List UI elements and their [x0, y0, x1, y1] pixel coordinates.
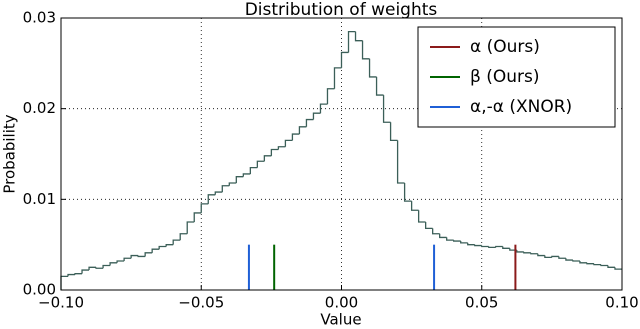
x-axis-label: Value	[320, 311, 361, 329]
histogram-step	[235, 176, 244, 184]
histogram-step	[242, 173, 251, 177]
histogram-step	[102, 264, 111, 269]
histogram-step	[144, 252, 153, 257]
histogram-step	[137, 255, 146, 258]
histogram-step	[207, 194, 216, 204]
histogram-step	[488, 246, 496, 249]
histogram-step	[537, 253, 545, 257]
histogram-step	[172, 239, 181, 245]
x-tick-label: 0.05	[465, 294, 498, 312]
y-tick-label: 0.02	[23, 99, 56, 117]
histogram-step	[256, 160, 265, 168]
histogram-step	[417, 210, 426, 223]
histogram-step	[60, 275, 69, 290]
histogram-step	[361, 40, 370, 60]
histogram-step	[340, 51, 349, 68]
histogram-step	[179, 233, 188, 241]
y-tick-label: 0.00	[23, 281, 56, 299]
histogram-step	[95, 267, 104, 269]
histogram-step	[474, 244, 482, 247]
histogram-step	[81, 269, 90, 274]
histogram-step	[410, 201, 419, 211]
histogram-step	[263, 155, 272, 162]
y-axis-label: Probability	[1, 114, 19, 193]
histogram-step	[333, 67, 342, 89]
histogram-step	[523, 251, 531, 254]
histogram-step	[298, 126, 307, 135]
histogram-step	[403, 183, 412, 202]
histogram-step	[151, 248, 160, 253]
histogram-step	[116, 260, 125, 263]
histogram-step	[228, 182, 237, 186]
histogram-step	[579, 260, 587, 264]
histogram-step	[277, 146, 286, 150]
histogram-step	[607, 265, 615, 268]
histogram-step	[123, 257, 132, 261]
histogram-step	[291, 133, 300, 141]
histogram-step	[558, 256, 566, 259]
x-tick-label: −0.10	[38, 294, 84, 312]
histogram-step	[432, 228, 440, 235]
histogram-step	[165, 244, 174, 247]
y-tick-label: 0.03	[23, 9, 56, 27]
histogram-step	[249, 166, 258, 174]
histogram-step	[130, 254, 139, 259]
histogram-step	[158, 245, 167, 250]
histogram-step	[600, 264, 608, 267]
histogram-step	[382, 95, 391, 123]
histogram-step	[551, 255, 559, 258]
histogram-step	[109, 262, 118, 266]
histogram-step	[425, 222, 433, 229]
chart-title: Distribution of weights	[245, 0, 438, 20]
histogram-step	[354, 31, 363, 42]
plot-frame	[60, 17, 623, 291]
histogram-step	[221, 185, 230, 193]
histogram-step	[495, 245, 503, 248]
histogram-step	[530, 252, 538, 255]
histogram-step	[312, 112, 321, 120]
histogram-step	[319, 103, 328, 114]
histogram-step	[453, 240, 461, 242]
histogram-step	[481, 245, 489, 248]
histogram-step	[284, 139, 293, 147]
histogram-step	[593, 263, 601, 266]
histogram-step	[446, 237, 454, 241]
histogram-step	[368, 58, 377, 78]
histogram-step	[467, 242, 475, 246]
histogram-step	[614, 267, 622, 270]
legend-label: α,-α (XNOR)	[470, 97, 572, 117]
histogram-step	[270, 148, 279, 156]
histogram-step	[544, 255, 552, 259]
histogram-step	[305, 118, 314, 127]
histogram-step	[74, 273, 83, 275]
histogram-step	[389, 122, 398, 142]
histogram-step	[326, 88, 335, 105]
histogram-step	[460, 241, 468, 244]
histogram-step	[396, 140, 405, 184]
histogram-step	[214, 191, 223, 195]
histogram-step	[516, 250, 524, 253]
legend-label: β (Ours)	[470, 67, 540, 87]
histogram-step	[439, 233, 447, 239]
histogram-step	[186, 221, 195, 234]
histogram-step	[375, 76, 384, 96]
y-tick-label: 0.01	[23, 190, 56, 208]
legend-label: α (Ours)	[470, 37, 540, 57]
histogram-step	[88, 266, 97, 271]
histogram-step	[200, 203, 209, 213]
histogram-step	[572, 260, 580, 262]
x-tick-label: 0.00	[325, 294, 358, 312]
x-tick-label: 0.10	[605, 294, 638, 312]
histogram-step	[565, 258, 573, 261]
x-tick-label: −0.05	[178, 294, 224, 312]
histogram-step	[67, 273, 76, 277]
histogram-step	[193, 212, 202, 222]
histogram-step	[347, 30, 356, 53]
histogram-step	[586, 262, 594, 265]
histogram-step	[502, 246, 510, 249]
